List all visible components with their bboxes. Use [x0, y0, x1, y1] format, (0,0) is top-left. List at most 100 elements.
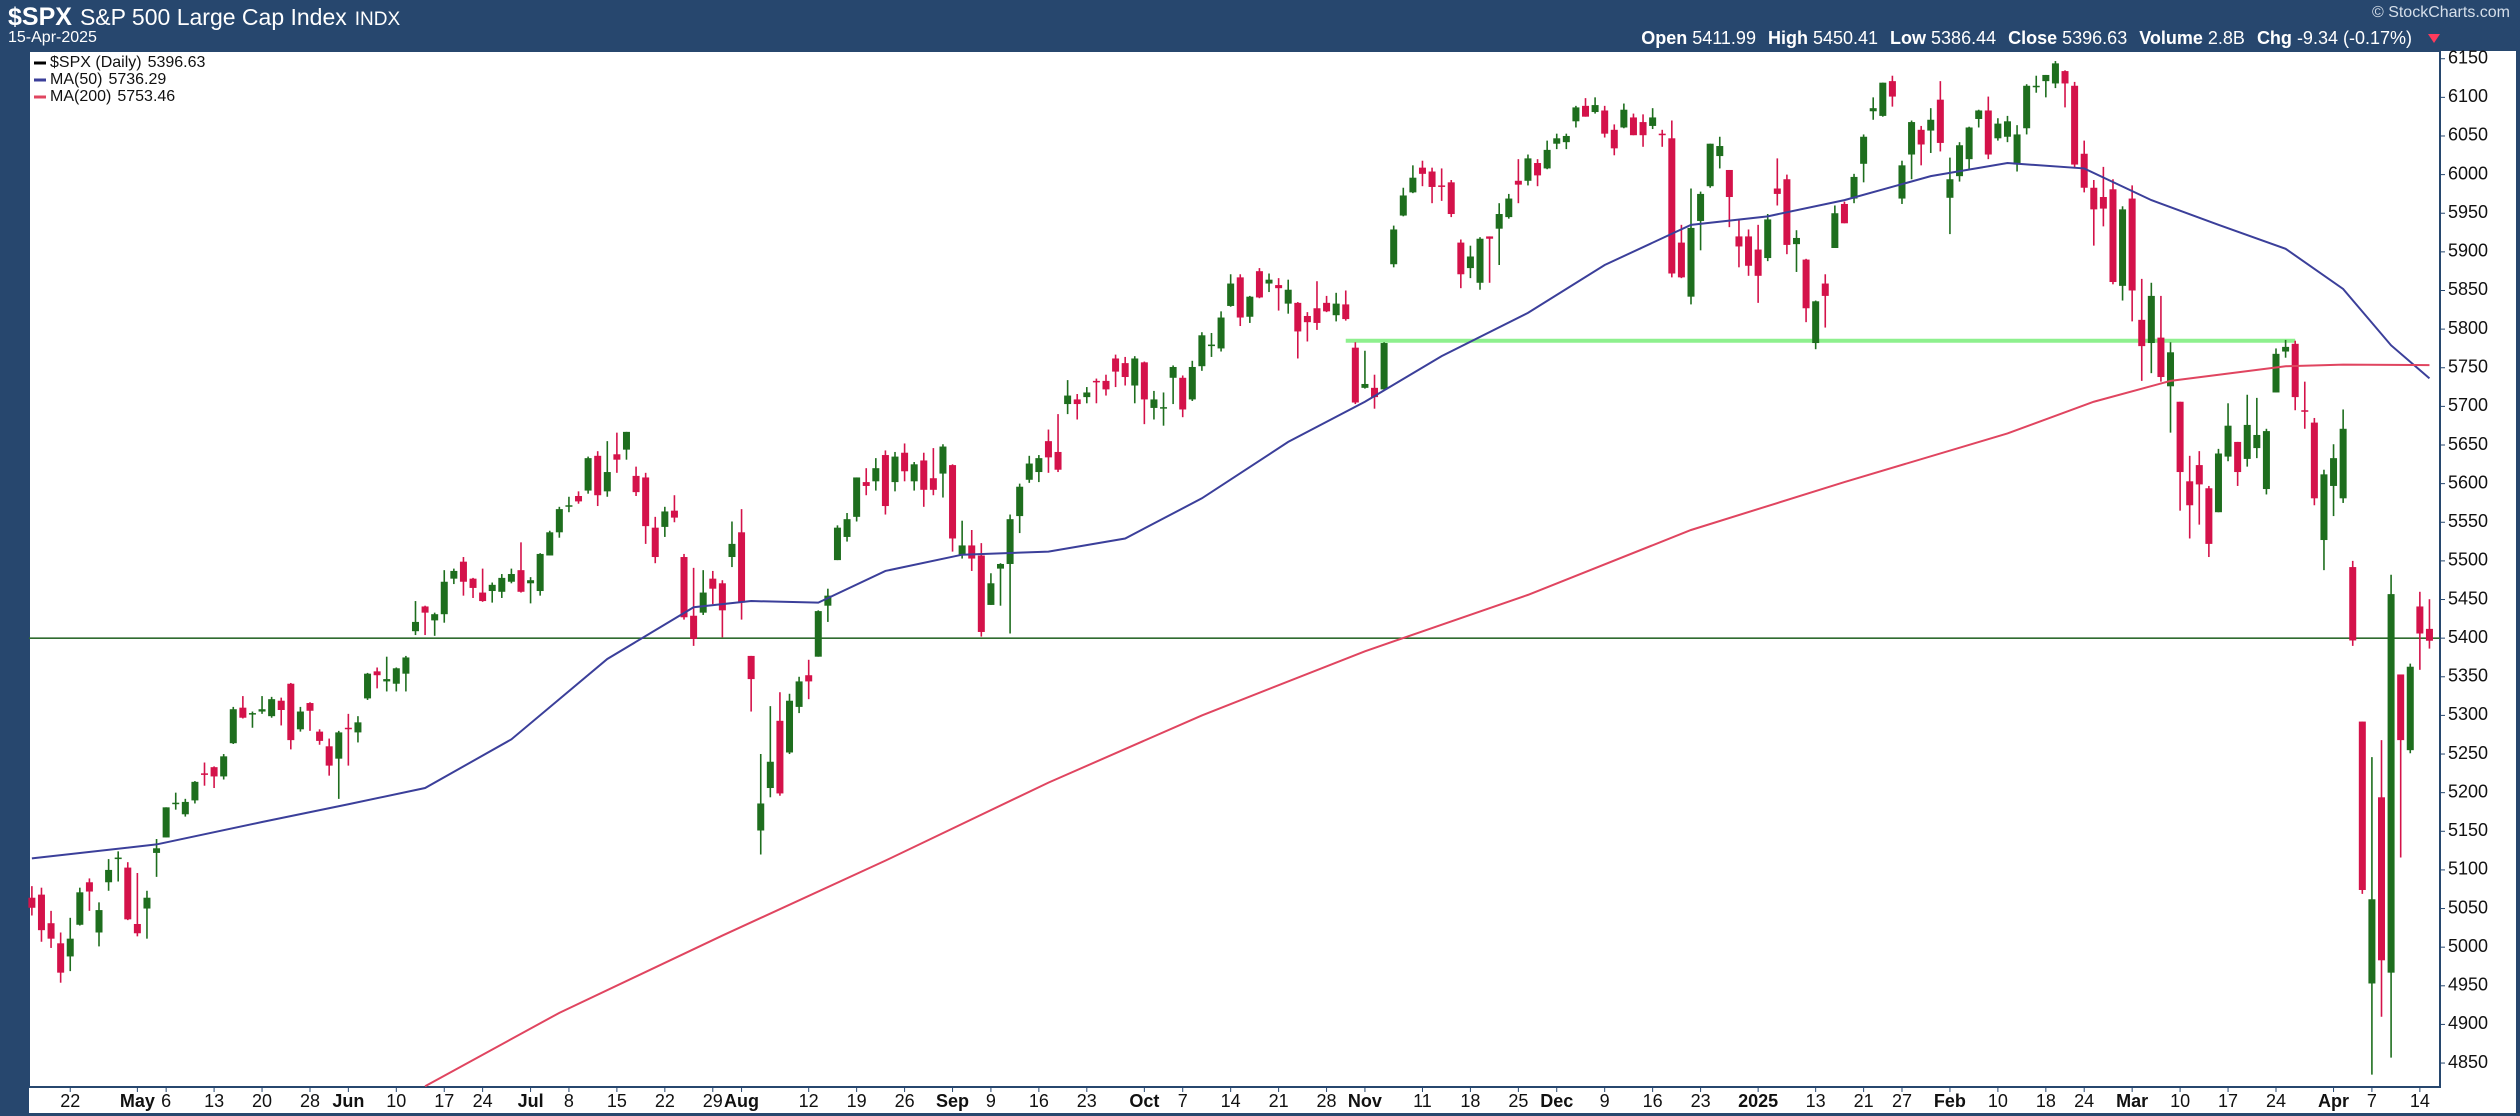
legend-value: 5753.46 [117, 88, 175, 105]
header: $SPX S&P 500 Large Cap Index INDX 15-Apr-2… [0, 0, 2520, 51]
candle-body [747, 655, 755, 680]
candle-body [1572, 107, 1580, 122]
candle-body [1792, 237, 1800, 245]
candle-body [843, 519, 851, 537]
candle-body [2195, 465, 2203, 485]
candle-body [1697, 193, 1705, 221]
candle-body [2282, 346, 2290, 352]
candle-body [1140, 362, 1148, 400]
candle-body [2416, 606, 2424, 634]
x-tick-label: Jul [518, 1091, 544, 1111]
candle-body [766, 761, 774, 789]
candle-body [1840, 203, 1848, 224]
x-tick-label: Aug [724, 1091, 759, 1111]
x-tick-label: 14 [2410, 1091, 2430, 1111]
candle-body [459, 561, 467, 582]
quote: Open 5411.99 High 5450.41 Low 5386.44 Close 539… [1641, 28, 2440, 49]
candle-body [1860, 136, 1868, 164]
x-tick-label: 28 [1317, 1091, 1337, 1111]
y-tick-label: 5600 [2448, 472, 2488, 492]
y-tick-label: 5200 [2448, 781, 2488, 801]
candle-body [1371, 387, 1379, 398]
x-tick-label: 23 [1077, 1091, 1097, 1111]
candle-body [248, 713, 256, 715]
candle-body [1495, 214, 1503, 229]
candle-body [1169, 366, 1177, 378]
candle-body [853, 477, 861, 517]
plot-frame [28, 50, 2441, 1088]
candle-body [287, 683, 295, 741]
candle-body [1332, 303, 1340, 316]
candle-body [1035, 458, 1043, 473]
candle-body [661, 511, 669, 527]
candle-body [996, 563, 1004, 569]
candle-body [2147, 295, 2155, 344]
x-tick-label: 21 [1269, 1091, 1289, 1111]
candle-body [1246, 296, 1254, 317]
candle-body [1112, 358, 1120, 372]
candle-body [2051, 63, 2059, 84]
candle-body [2253, 434, 2261, 449]
candle-body [1735, 236, 1743, 247]
x-tick-label: 14 [1221, 1091, 1241, 1111]
candle-body [114, 857, 122, 860]
y-tick-label: 5750 [2448, 356, 2488, 376]
x-tick-label: 26 [895, 1091, 915, 1111]
candle-body [949, 465, 957, 539]
x-tick-label: Oct [1129, 1091, 1159, 1111]
candle-body [1802, 259, 1810, 309]
candle-body [469, 578, 477, 588]
candle-body [1908, 122, 1916, 155]
candle-body [968, 545, 976, 559]
candle-body [2368, 899, 2376, 984]
x-tick-label: Sep [936, 1091, 969, 1111]
candle-body [95, 910, 103, 933]
candle-body [1629, 117, 1637, 136]
candle-body [1006, 519, 1014, 564]
x-tick-label: 11 [1413, 1091, 1432, 1111]
y-tick-label: 5000 [2448, 936, 2488, 956]
candle-body [776, 720, 784, 794]
x-tick-label: 25 [1508, 1091, 1528, 1111]
candle-body [181, 801, 189, 815]
candle-body [2205, 488, 2213, 544]
legend-value: 5736.29 [108, 71, 166, 88]
date: 15-Apr-2025 [8, 29, 97, 46]
quote-value: -9.34 (-0.17%) [2296, 28, 2412, 48]
candle-body [1418, 167, 1426, 174]
quote-label: High [1767, 28, 1808, 48]
y-tick-label: 5800 [2448, 318, 2488, 338]
candle-body [1639, 122, 1647, 136]
candle-body [670, 510, 678, 518]
x-tick-label: 13 [1806, 1091, 1826, 1111]
candle-body [239, 707, 247, 718]
candle-body [2339, 428, 2347, 499]
candle-body [622, 431, 630, 450]
quote-value: 5386.44 [1931, 28, 1997, 48]
x-tick-label: 16 [1029, 1091, 1049, 1111]
candle-body [258, 709, 266, 712]
legend-entry: MA(200) 5753.46 [50, 88, 175, 105]
x-tick-label: 22 [60, 1091, 80, 1111]
y-tick-label: 5700 [2448, 395, 2488, 415]
candle-body [1773, 188, 1781, 194]
candle-body [2243, 424, 2251, 459]
quote-item: Volume 2.8B [2139, 28, 2245, 49]
candle-body [1083, 392, 1091, 398]
candle-body [2291, 343, 2299, 398]
candle-body [2310, 422, 2318, 499]
candle-body [1582, 105, 1590, 117]
candle-body [584, 458, 592, 491]
quote-item: Close 5396.63 [2008, 28, 2127, 49]
candle-body [1658, 133, 1666, 136]
candle-body [1610, 129, 1618, 149]
candle-body [1294, 302, 1302, 332]
candle-body [268, 699, 276, 717]
candle-body [728, 543, 736, 558]
x-tick-label: 18 [1460, 1091, 1480, 1111]
panel [29, 51, 2516, 1113]
candle-body [306, 703, 314, 711]
candle-body [1131, 358, 1139, 386]
candle-body [85, 882, 93, 892]
